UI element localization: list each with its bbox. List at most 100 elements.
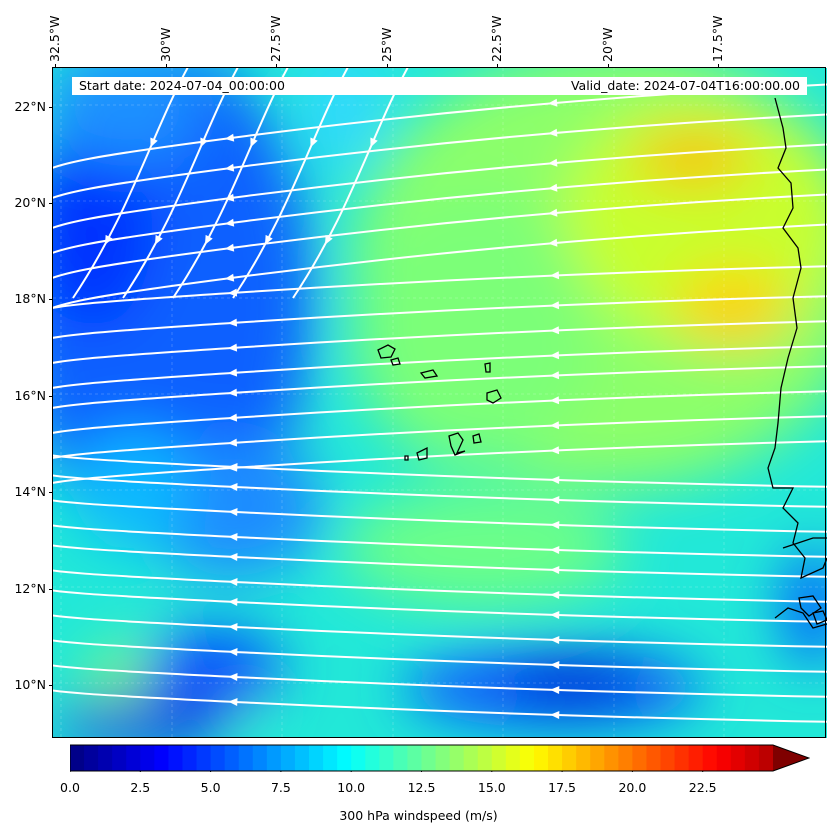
streamline-arrow [224,133,235,142]
colorbar-segment [266,745,282,771]
colorbar-segment [477,745,493,771]
streamline-arrow [550,496,560,505]
lat-label: 14°N [14,484,46,500]
streamline-arrow [550,636,560,645]
colorbar-segment [196,745,212,771]
colorbar-segment [519,745,535,771]
streamline-arrow [550,611,560,620]
colorbar-segment [98,745,113,771]
streamline-arrow [227,413,238,422]
lon-tick [497,64,499,68]
colorbar-segment [379,745,394,771]
colorbar-segment [604,745,619,771]
colorbar-segment [154,745,170,771]
lat-tick [49,299,53,301]
streamline-arrow [550,521,560,530]
colorbar-extend-arrow [773,745,809,771]
streamline-arrow [228,553,238,562]
colorbar-segment [576,745,591,771]
streamline-arrow [550,711,560,720]
colorbar-tick-label: 12.5 [407,780,436,795]
streamline-arrow [228,673,238,682]
lat-label: 20°N [14,194,46,210]
graticule [53,68,827,738]
streamline [53,614,827,648]
streamline-arrow [549,421,560,430]
colorbar-segment [491,745,507,771]
streamline [53,295,827,339]
coastline [767,97,827,629]
cabo-verde-islands [377,344,827,625]
streamlines [53,68,827,723]
streamline-arrow [228,698,238,707]
streamline [53,664,827,698]
streamline [53,113,827,199]
lat-label: 10°N [14,676,46,692]
streamline-arrow [224,218,235,227]
streamline-arrow [228,508,238,517]
streamline [53,440,827,484]
colorbar-segment [84,745,99,771]
colorbar-segment [323,745,338,771]
streamline-arrow [150,137,158,148]
streamline-arrow [224,273,235,282]
streamline [53,639,827,673]
windspeed-map [53,68,827,738]
colorbar-segment [280,745,296,771]
streamline-arrow [548,183,558,192]
colorbar-segment [252,745,268,771]
streamline-arrow [548,158,558,167]
lat-tick [49,684,53,686]
streamline [53,689,827,723]
streamline-arrow [548,208,558,217]
lon-label: 30°W [157,27,173,62]
colorbar-segment [70,745,85,771]
lat-tick [49,492,53,494]
colorbar-segment [435,745,451,771]
streamline [53,589,827,623]
streamline-arrow [550,661,560,670]
streamline-arrow [224,243,235,252]
streamline-arrow [228,483,238,492]
lon-label: 17.5°W [710,15,726,62]
streamline [53,143,827,229]
start-date-label: Start date: 2024-07-04_00:00:00 [79,78,285,93]
streamline-arrow [227,388,238,397]
streamline-arrow [549,371,560,380]
colorbar-segment [309,745,324,771]
lat-tick [49,588,53,590]
streamline-arrow [228,578,238,587]
colorbar-segment [140,745,155,771]
colorbar-segment [590,745,605,771]
streamline [53,345,827,389]
colorbar-segment [632,745,648,771]
streamline-arrow [549,301,560,310]
streamline-arrow [104,234,113,245]
colorbar-segment [393,745,409,771]
lon-tick [276,64,278,68]
lon-label: 22.5°W [489,15,505,62]
colorbar-segment [730,745,746,771]
colorbar-tick-label: 7.5 [270,780,291,795]
colorbar-segment [365,745,380,771]
colorbar-segment [351,745,366,771]
streamline [53,390,827,434]
colorbar-segment [449,745,465,771]
colorbar-segment [702,745,718,771]
field-blobs [53,68,827,738]
streamline-arrow [550,566,560,575]
streamline-arrow [548,98,558,107]
colorbar-segment [421,745,437,771]
streamline-arrow [228,533,238,542]
lon-label: 25°W [378,27,394,62]
streamline [53,569,827,603]
streamline-arrow [549,271,560,280]
streamline [53,415,827,459]
colorbar-segment [646,745,662,771]
colorbar-outline [70,744,810,772]
streamline-arrow [250,137,258,148]
lon-tick [386,64,388,68]
lon-tick [718,64,720,68]
colorbar-label: 300 hPa windspeed (m/s) [339,808,498,823]
streamline-arrow [227,343,238,352]
